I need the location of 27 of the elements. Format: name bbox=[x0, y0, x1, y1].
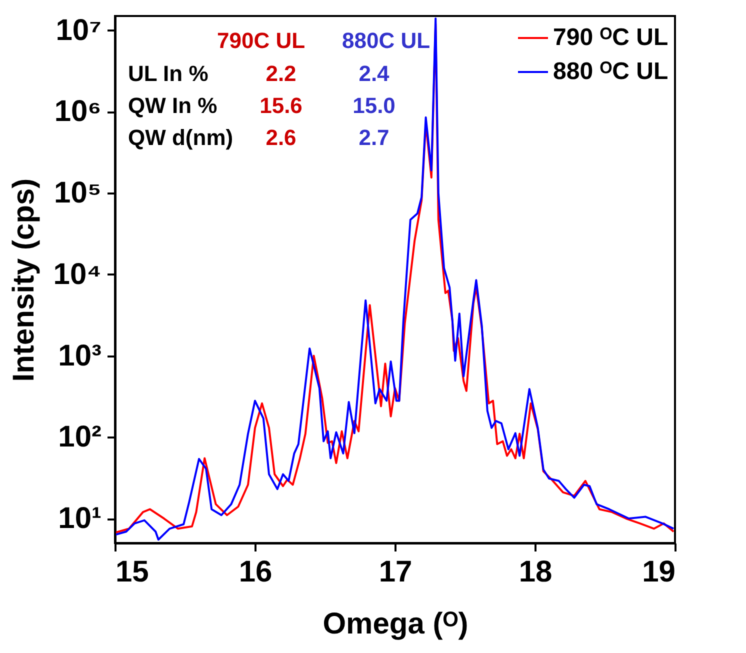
y-axis-title: Intensity (cps) bbox=[7, 178, 40, 382]
annotation: 880C UL bbox=[342, 28, 430, 53]
y-tick-label: 10⁵ bbox=[54, 176, 102, 210]
x-tick-label: 16 bbox=[238, 556, 272, 588]
x-tick-label: 19 bbox=[642, 556, 676, 588]
y-tick-label: 10³ bbox=[58, 339, 102, 372]
y-tick-label: 10⁷ bbox=[56, 14, 102, 47]
x-tick-label: 17 bbox=[378, 556, 412, 588]
annotation: UL In % bbox=[128, 61, 208, 86]
annotation: 2.4 bbox=[358, 61, 390, 86]
annotation: 2.6 bbox=[266, 125, 296, 150]
x-tick-label: 18 bbox=[518, 556, 552, 588]
x-tick-label: 15 bbox=[116, 556, 149, 588]
y-tick-label: 10² bbox=[58, 420, 102, 454]
y-tick-label: 10⁴ bbox=[53, 258, 102, 291]
y-tick-label: 10¹ bbox=[58, 502, 102, 536]
y-tick-label: 10⁶ bbox=[54, 95, 102, 128]
annotation: 15.0 bbox=[352, 93, 396, 118]
x-axis-title: Omega (ᴼ) bbox=[322, 608, 468, 640]
legend-label: 790 ᴼC UL bbox=[553, 24, 668, 51]
annotation: 2.7 bbox=[358, 125, 390, 150]
annotation: 790C UL bbox=[216, 28, 306, 53]
legend-label: 880 ᴼC UL bbox=[553, 58, 668, 85]
annotation: QW d(nm) bbox=[128, 125, 234, 150]
annotation: 2.2 bbox=[266, 61, 296, 86]
annotation: QW In % bbox=[128, 93, 218, 118]
annotation: 15.6 bbox=[260, 93, 302, 118]
